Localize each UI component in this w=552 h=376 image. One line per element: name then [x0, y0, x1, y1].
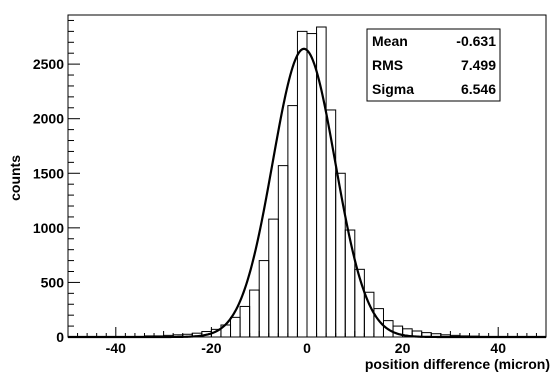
x-axis-title: position difference (micron)	[365, 356, 550, 372]
y-tick-label: 500	[41, 274, 65, 290]
y-tick-label: 0	[56, 329, 64, 345]
x-tick-label: -40	[106, 340, 126, 356]
y-tick-label: 1000	[33, 220, 64, 236]
x-tick-label: 0	[303, 340, 311, 356]
stats-label: Mean	[372, 33, 408, 49]
x-tick-label: -20	[201, 340, 221, 356]
stats-box-frame	[366, 28, 501, 102]
stats-value: 7.499	[461, 57, 496, 73]
y-tick-label: 2000	[33, 111, 64, 127]
stats-box: Mean -0.631 RMS 7.499 Sigma 6.546	[366, 28, 501, 102]
stats-label: Sigma	[372, 81, 414, 97]
x-tick-label: 40	[490, 340, 506, 356]
y-axis-ticks: 0 500 1000 1500 2000 2500	[33, 19, 80, 345]
stats-value: 6.546	[461, 81, 496, 97]
x-axis-ticks: -40 -20 0 20 40	[67, 327, 547, 356]
x-tick-label: 20	[395, 340, 411, 356]
y-axis-title: counts	[7, 155, 23, 201]
stats-value: -0.631	[456, 33, 496, 49]
stats-label: RMS	[372, 57, 403, 73]
y-tick-label: 1500	[33, 165, 64, 181]
y-tick-label: 2500	[33, 56, 64, 72]
